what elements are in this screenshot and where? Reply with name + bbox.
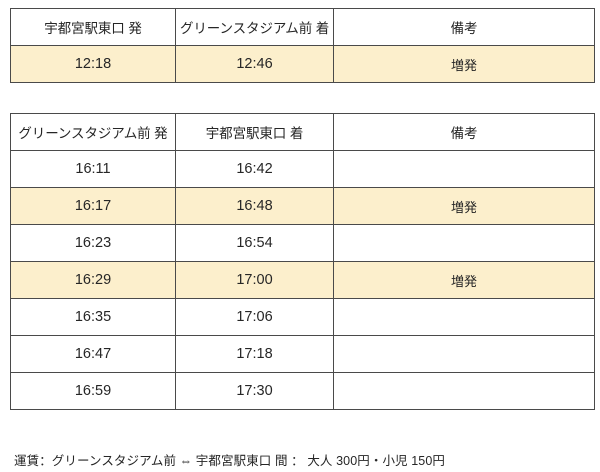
- cell-arrival-time: 17:30: [175, 372, 334, 410]
- column-header-note: 備考: [333, 8, 595, 46]
- cell-departure-time: 16:17: [10, 187, 176, 225]
- cell-departure-time: 16:59: [10, 372, 176, 410]
- cell-note: [333, 372, 595, 410]
- table-row: 12:18 12:46 増発: [10, 45, 595, 83]
- table-row: 16:35 17:06: [10, 298, 595, 336]
- table-row: 16:11 16:42: [10, 150, 595, 188]
- table-header-row: 宇都宮駅東口 発 グリーンスタジアム前 着 備考: [10, 8, 595, 46]
- table-row: 16:47 17:18: [10, 335, 595, 373]
- column-header-arrive: 宇都宮駅東口 着: [175, 113, 334, 151]
- cell-departure-time: 16:23: [10, 224, 176, 262]
- cell-departure-time: 12:18: [10, 45, 176, 83]
- column-header-note: 備考: [333, 113, 595, 151]
- table-row: 16:17 16:48 増発: [10, 187, 595, 225]
- cell-arrival-time: 17:06: [175, 298, 334, 336]
- outbound-table-head: 宇都宮駅東口 発 グリーンスタジアム前 着 備考: [10, 8, 595, 46]
- cell-arrival-time: 16:54: [175, 224, 334, 262]
- cell-arrival-time: 12:46: [175, 45, 334, 83]
- table-row: 16:59 17:30: [10, 372, 595, 410]
- table-row: 16:29 17:00 増発: [10, 261, 595, 299]
- column-header-depart: グリーンスタジアム前 発: [10, 113, 176, 151]
- fare-note: 運賃：グリーンスタジアム前 ⇔ 宇都宮駅東口 間 ： 大人 300円・小児 15…: [14, 454, 445, 468]
- cell-departure-time: 16:47: [10, 335, 176, 373]
- cell-arrival-time: 17:00: [175, 261, 334, 299]
- outbound-table-body: 12:18 12:46 増発: [10, 45, 595, 83]
- cell-note: 増発: [333, 187, 595, 225]
- cell-note: [333, 298, 595, 336]
- inbound-table-head: グリーンスタジアム前 発 宇都宮駅東口 着 備考: [10, 113, 595, 151]
- cell-note: [333, 224, 595, 262]
- table-header-row: グリーンスタジアム前 発 宇都宮駅東口 着 備考: [10, 113, 595, 151]
- cell-departure-time: 16:29: [10, 261, 176, 299]
- column-header-depart: 宇都宮駅東口 発: [10, 8, 176, 46]
- cell-arrival-time: 16:48: [175, 187, 334, 225]
- cell-departure-time: 16:35: [10, 298, 176, 336]
- outbound-timetable: 宇都宮駅東口 発 グリーンスタジアム前 着 備考 12:18 12:46 増発: [10, 8, 595, 83]
- inbound-table-body: 16:11 16:42 16:17 16:48 増発 16:23 16:54 16:29 17:…: [10, 150, 595, 410]
- cell-note: 増発: [333, 261, 595, 299]
- cell-note: 増発: [333, 45, 595, 83]
- cell-note: [333, 150, 595, 188]
- cell-arrival-time: 16:42: [175, 150, 334, 188]
- cell-arrival-time: 17:18: [175, 335, 334, 373]
- column-header-arrive: グリーンスタジアム前 着: [175, 8, 334, 46]
- inbound-timetable: グリーンスタジアム前 発 宇都宮駅東口 着 備考 16:11 16:42 16:17…: [10, 113, 595, 410]
- cell-departure-time: 16:11: [10, 150, 176, 188]
- cell-note: [333, 335, 595, 373]
- table-row: 16:23 16:54: [10, 224, 595, 262]
